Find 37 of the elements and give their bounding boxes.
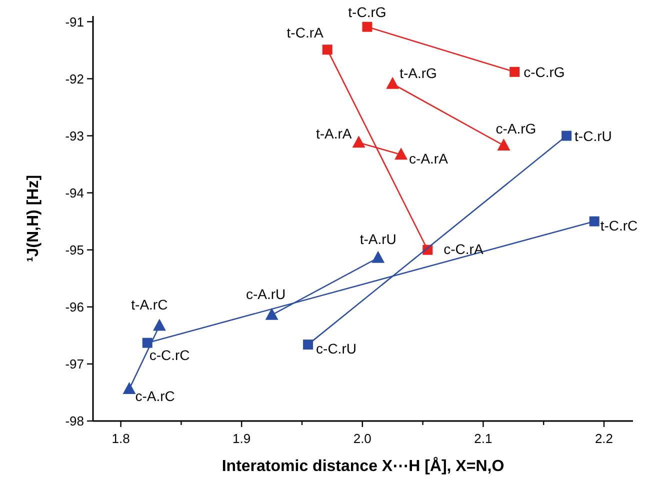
annotation: c-C.rG bbox=[524, 64, 565, 80]
y-tick-label: -95 bbox=[65, 242, 84, 258]
y-tick-label: -93 bbox=[65, 128, 84, 144]
y-tick-label: -98 bbox=[65, 414, 84, 429]
x-tick-label: 2.2 bbox=[594, 431, 614, 446]
annotation: c-A.rC bbox=[135, 388, 175, 404]
annotation: t-C.rG bbox=[348, 4, 386, 20]
point bbox=[362, 22, 372, 32]
point bbox=[562, 130, 572, 141]
annotation: c-C.rC bbox=[149, 346, 190, 363]
y-tick-label: -92 bbox=[65, 71, 84, 86]
annotation: t-A.rU bbox=[360, 230, 396, 247]
annotation: c-A.rG bbox=[496, 120, 536, 136]
annotation: t-C.rA bbox=[286, 24, 324, 41]
y-tick-label: -97 bbox=[65, 356, 84, 372]
annotation: c-A.rU bbox=[246, 286, 286, 302]
annotation: t-C.rU bbox=[574, 128, 612, 144]
y-axis-title: ¹J(N,H) [Hz] bbox=[25, 174, 42, 262]
point bbox=[303, 340, 314, 350]
annotation: t-C.rC bbox=[600, 217, 638, 234]
point bbox=[510, 66, 520, 77]
x-tick-label: 2.0 bbox=[353, 431, 372, 446]
annotation: t-A.rC bbox=[131, 296, 168, 313]
y-tick-label: -91 bbox=[65, 14, 84, 30]
x-tick-label: 2.1 bbox=[474, 431, 492, 446]
point bbox=[322, 44, 332, 55]
annotation: t-A.rG bbox=[400, 64, 437, 81]
y-tick-label: -94 bbox=[65, 185, 84, 200]
annotation: c-A.rA bbox=[409, 150, 449, 167]
point bbox=[589, 216, 600, 226]
annotation: c-C.rU bbox=[316, 340, 356, 357]
x-tick-label: 1.9 bbox=[232, 431, 251, 446]
x-axis-title: Interatomic distance X⋯H [Å], X=N,O bbox=[222, 456, 504, 475]
annotation: c-C.rA bbox=[444, 240, 484, 257]
annotation: t-A.rA bbox=[316, 126, 352, 142]
y-tick-label: -96 bbox=[65, 299, 84, 314]
x-tick-label: 1.8 bbox=[112, 431, 130, 446]
